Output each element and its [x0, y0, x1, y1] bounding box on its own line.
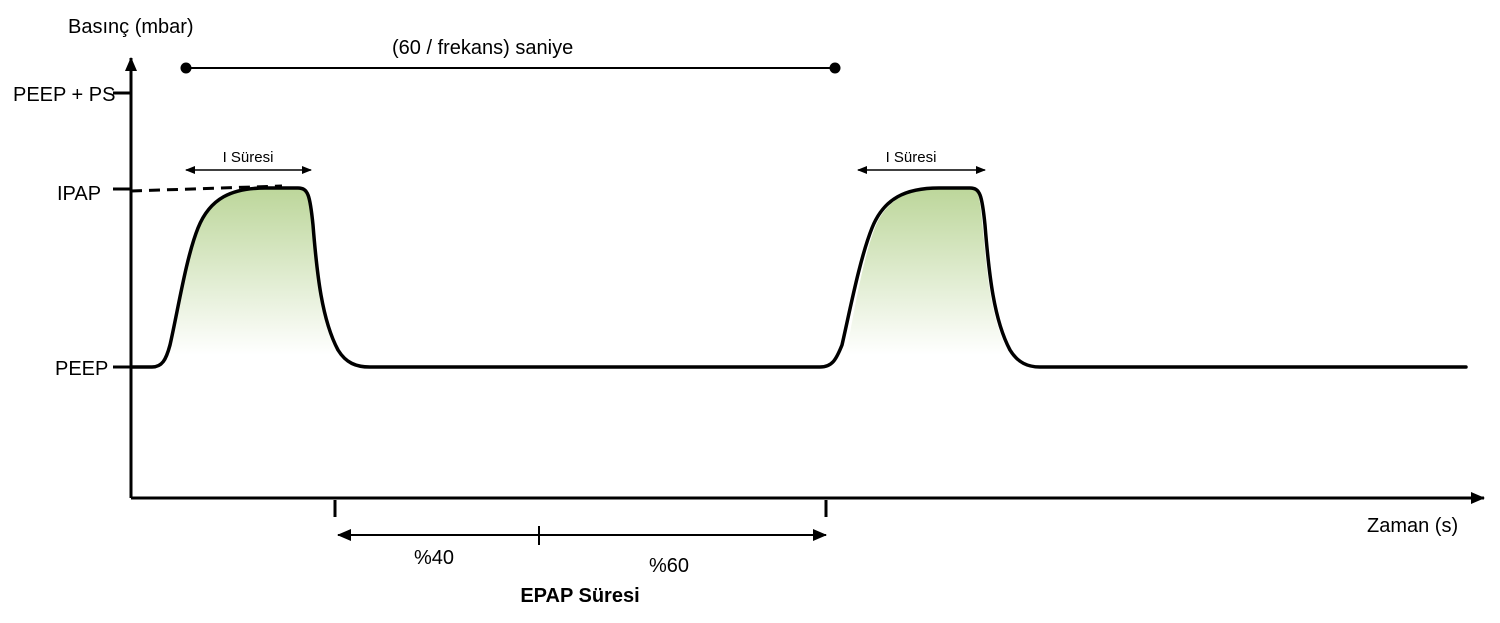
epap-part2-label: %60: [649, 555, 689, 577]
pulse-fill-1: [170, 188, 340, 355]
epap-part1-label: %40: [414, 547, 454, 569]
i-time-label-1: I Süresi: [223, 149, 274, 166]
epap-title: EPAP Süresi: [520, 585, 639, 607]
x-axis-label: Zaman (s): [1367, 515, 1458, 537]
cycle-label: (60 / frekans) saniye: [392, 37, 573, 59]
ipap-dashed-line: [130, 184, 283, 193]
level-label-ipap: IPAP: [57, 183, 101, 205]
y-axis-label: Basınç (mbar): [68, 16, 194, 38]
i-time-label-2: I Süresi: [886, 149, 937, 166]
level-label-peep: PEEP: [55, 358, 108, 380]
cycle-end-dot: [829, 62, 841, 74]
pulse-fill-2: [846, 188, 1010, 355]
cycle-start-dot: [180, 62, 192, 74]
pressure-waveform: [129, 186, 1468, 369]
level-label-peep-ps: PEEP + PS: [13, 84, 115, 106]
